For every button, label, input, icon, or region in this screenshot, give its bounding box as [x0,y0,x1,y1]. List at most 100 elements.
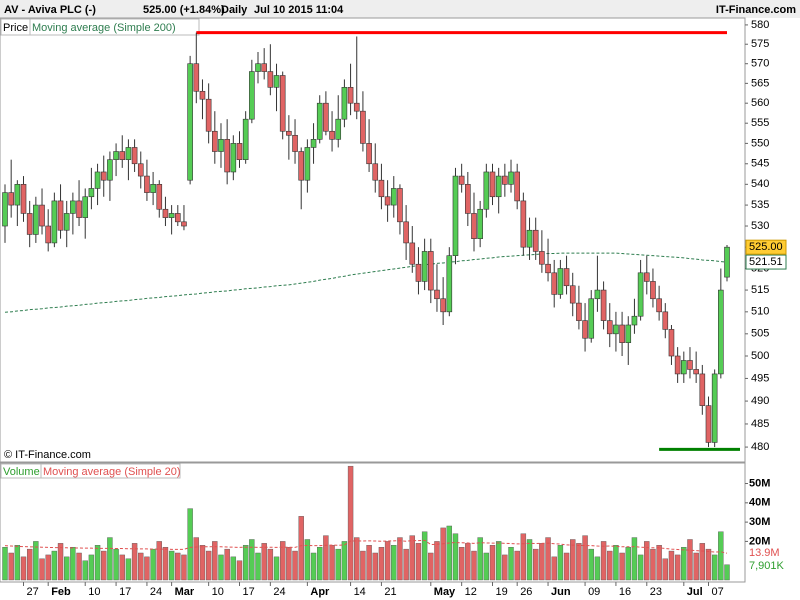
x-tick-label: Jul [687,586,703,598]
volume-bar [607,550,613,581]
volume-bar [82,560,88,581]
header-bar [0,0,800,18]
volume-bar [187,508,193,581]
volume-bar [452,533,459,581]
volume-bar [125,558,132,581]
volume-bar [255,552,261,581]
volume-bar [224,548,230,581]
candle-body [415,263,422,282]
volume-bar [329,545,335,581]
volume-bar [286,546,292,581]
volume-bar [51,550,58,581]
quote: 525.00 (+1.84%) [143,4,225,16]
candle-body [606,320,613,335]
y-tick-label: 490 [751,395,769,407]
candle-body [637,272,644,317]
candle-body [304,147,311,181]
candle-body [434,289,440,300]
volume-bar [508,546,514,581]
volume-bar [718,531,724,581]
volume-bar [705,548,712,581]
candle-body [539,251,545,265]
volume-bar [298,516,304,581]
volume-bar [150,548,156,581]
y-tick-label: 50M [749,477,770,489]
candle-body [224,139,230,173]
volume-bar [279,541,286,581]
volume-label: 7,901K [749,560,785,572]
x-tick-label: 14 [354,586,366,598]
x-tick-label: 27 [27,586,39,598]
volume-bar [57,543,64,581]
y-tick-label: 505 [751,328,769,340]
volume-bar [570,539,576,581]
candle-body [600,289,607,321]
candle-body [557,268,564,295]
candle-body [582,320,588,339]
candle-body [372,163,379,181]
candle-body [643,272,650,282]
x-tick-label: 12 [465,586,477,598]
candle-body [279,75,286,132]
candle-body [310,139,317,148]
x-tick-label: 17 [119,586,131,598]
y-tick-label: 495 [751,372,769,384]
volume-bar [193,537,199,581]
candle-body [94,171,101,189]
x-tick-label: 09 [588,586,600,598]
volume-bar [699,543,706,581]
candle-body [174,213,181,223]
candle-body [341,87,348,120]
volume-bar [495,541,502,581]
volume-bar [317,546,323,581]
volume-bar [70,546,76,581]
candle-body [242,118,249,160]
legend-box [29,18,200,36]
volume-bar [477,537,483,581]
volume-bar [249,539,255,581]
candle-body [249,71,255,120]
candle-body [137,163,144,177]
volume-bar [107,537,113,581]
y-tick-label: 570 [751,58,769,70]
candle-body [631,315,638,326]
vol-ma-line [4,539,728,554]
candle-body [45,225,51,244]
x-tick-label: 23 [650,586,662,598]
candle-body [705,405,712,443]
ma-label: 521.51 [749,256,783,268]
candle-body [656,298,662,313]
volume-bar [391,545,397,581]
candle-body [199,90,206,100]
volume-bar [310,552,317,581]
volume-bar [471,550,477,581]
volume-bar [8,552,14,581]
candle-body [100,171,107,181]
candle-body [569,285,576,304]
candle-body [378,179,385,198]
candle-body [390,188,397,206]
candle-body [532,229,539,252]
volume-bar [428,552,434,581]
candle-body [298,151,305,181]
volume-bar [681,546,687,581]
volume-bar [199,545,206,581]
x-tick-label: Jun [551,586,571,598]
volume-bar [354,537,360,581]
volume-bar [551,556,557,581]
candle-body [477,208,483,239]
volume-bar [625,546,631,581]
ma-line [4,252,728,313]
candle-body [131,147,138,165]
y-tick-label: 20M [749,535,770,547]
y-tick-label: 530 [751,220,769,232]
price-label-box [745,239,787,255]
candle-body [119,151,126,160]
volume-bar [613,545,619,581]
x-tick-label: 10 [212,586,224,598]
candle-body [563,268,570,287]
volume-bar [273,556,280,581]
volume-bar [687,539,693,581]
volume-bar [76,552,82,581]
